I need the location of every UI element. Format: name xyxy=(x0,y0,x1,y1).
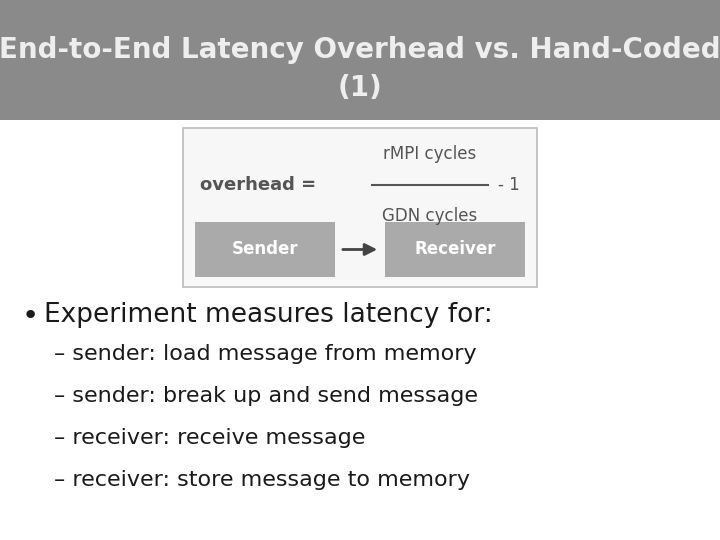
Bar xyxy=(195,222,335,277)
FancyArrowPatch shape xyxy=(343,245,374,254)
Text: – sender: break up and send message: – sender: break up and send message xyxy=(54,386,478,406)
Text: rMPI cycles: rMPI cycles xyxy=(383,145,477,163)
Text: overhead =: overhead = xyxy=(200,176,323,194)
Text: GDN cycles: GDN cycles xyxy=(382,207,477,225)
Text: – sender: load message from memory: – sender: load message from memory xyxy=(54,344,477,364)
Bar xyxy=(385,222,525,277)
FancyBboxPatch shape xyxy=(183,128,537,287)
Text: •: • xyxy=(22,302,40,330)
Text: Experiment measures latency for:: Experiment measures latency for: xyxy=(44,302,492,328)
Text: End-to-End Latency Overhead vs. Hand-Coded: End-to-End Latency Overhead vs. Hand-Cod… xyxy=(0,36,720,64)
Bar xyxy=(0,120,720,540)
Text: - 1: - 1 xyxy=(498,176,520,194)
Text: (1): (1) xyxy=(338,74,382,102)
Text: Sender: Sender xyxy=(232,240,298,259)
Text: Receiver: Receiver xyxy=(414,240,496,259)
Bar xyxy=(0,0,720,120)
Text: – receiver: store message to memory: – receiver: store message to memory xyxy=(54,470,470,490)
Text: – receiver: receive message: – receiver: receive message xyxy=(54,428,365,448)
